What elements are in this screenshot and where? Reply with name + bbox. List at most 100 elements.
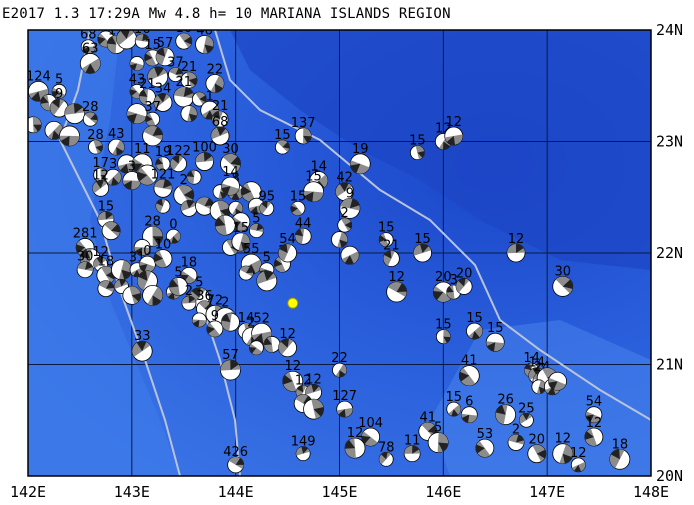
x-tick-label: 142E xyxy=(10,483,46,501)
y-tick-label: 23N xyxy=(656,133,683,151)
focal-mechanism xyxy=(507,434,525,451)
event-depth-label: 10 xyxy=(155,238,172,253)
event-depth-label: 28 xyxy=(144,214,161,229)
focal-mechanism xyxy=(409,145,425,161)
focal-mechanism xyxy=(231,232,251,252)
focal-mechanism xyxy=(139,255,156,273)
event-depth-label: 55 xyxy=(243,242,260,257)
event-depth-label: 41 xyxy=(461,354,478,369)
focal-mechanism xyxy=(531,379,547,395)
event-depth-label: 15 xyxy=(378,221,395,236)
event-depth-label: 18 xyxy=(181,255,198,270)
focal-mechanism xyxy=(28,116,42,134)
x-tick-label: 143E xyxy=(114,483,150,501)
event-depth-label: 15 xyxy=(233,221,250,236)
focal-mechanism xyxy=(142,284,164,306)
event-depth-label: 14 xyxy=(523,351,540,366)
event-depth-label: 54 xyxy=(279,232,296,247)
epicenter-marker xyxy=(287,297,299,309)
event-depth-label: 41 xyxy=(419,410,436,425)
event-depth-label: 5 xyxy=(102,19,110,34)
event-depth-label: 28 xyxy=(82,100,99,115)
event-depth-label: 44 xyxy=(295,216,312,231)
event-depth-label: 5 xyxy=(55,72,63,87)
focal-mechanism xyxy=(111,259,132,281)
focal-mechanism xyxy=(129,56,145,71)
event-depth-label: 122 xyxy=(166,144,191,159)
event-depth-label: 15 xyxy=(98,200,115,215)
event-depth-label: 12 xyxy=(295,373,312,388)
focal-mechanism xyxy=(427,432,449,453)
event-depth-label: 104 xyxy=(358,416,383,431)
focal-mechanism xyxy=(378,451,394,467)
event-depth-label: 52 xyxy=(253,311,270,326)
event-depth-label: 12 xyxy=(554,432,571,447)
event-depth-label: 63 xyxy=(82,41,99,56)
event-depth-label: 12 xyxy=(279,327,296,342)
event-depth-label: 12 xyxy=(285,359,302,374)
event-depth-label: 127 xyxy=(332,389,357,404)
event-depth-label: 11 xyxy=(404,434,421,449)
event-depth-label: 57 xyxy=(157,36,174,51)
focal-mechanism xyxy=(295,446,311,462)
focal-mechanism xyxy=(282,370,304,392)
focal-mechanism xyxy=(344,437,366,459)
event-depth-label: 15 xyxy=(290,189,307,204)
focal-mechanism xyxy=(585,406,603,424)
event-depth-label: 1 xyxy=(206,89,214,104)
event-depth-label: 22 xyxy=(331,351,348,366)
focal-mechanism xyxy=(122,285,142,305)
event-depth-label: 16 xyxy=(175,21,192,36)
focal-mechanism xyxy=(383,250,400,267)
focal-mechanism xyxy=(191,312,207,328)
event-depth-label: 0 xyxy=(143,244,151,259)
focal-mechanism xyxy=(458,365,480,387)
focal-mechanism xyxy=(168,67,183,82)
plate-boundary-east xyxy=(214,30,651,421)
event-depth-label: 2 xyxy=(180,173,188,188)
event-depth-label: 15 xyxy=(409,134,426,149)
focal-mechanism xyxy=(134,33,150,49)
focal-mechanism xyxy=(173,86,195,108)
event-depth-label: 57 xyxy=(222,348,239,363)
focal-mechanism xyxy=(170,155,187,173)
focal-mechanism xyxy=(446,401,462,417)
event-depth-label: 149 xyxy=(291,435,316,450)
focal-mechanism xyxy=(139,88,156,106)
event-depth-label: 25 xyxy=(518,401,535,416)
event-depth-label: 5 xyxy=(252,212,260,227)
focal-mechanism xyxy=(88,139,103,155)
focal-mechanism xyxy=(278,243,297,263)
focal-mechanism xyxy=(153,178,173,198)
y-tick-label: 22N xyxy=(656,244,683,262)
focal-mechanism xyxy=(249,340,264,356)
event-depth-label: 281 xyxy=(73,226,98,241)
focal-mechanism xyxy=(180,71,198,89)
event-depth-label: 12 xyxy=(92,245,109,260)
focal-mechanism xyxy=(44,120,64,140)
focal-mechanism xyxy=(519,412,534,428)
event-depth-label: 30 xyxy=(554,264,571,279)
event-depth-label: 17 xyxy=(92,156,109,171)
event-depth-label: 12 xyxy=(508,232,525,247)
focal-mechanism xyxy=(169,277,188,296)
event-depth-label: 121 xyxy=(151,167,176,182)
event-depth-label: 95 xyxy=(259,189,276,204)
focal-mechanism xyxy=(221,176,240,196)
event-depth-label: 21 xyxy=(175,75,192,90)
event-depth-label: 15 xyxy=(466,311,483,326)
event-depth-label: 20 xyxy=(529,433,546,448)
focal-mechanism xyxy=(79,53,101,74)
focal-mechanism xyxy=(175,32,193,50)
focal-mechanism xyxy=(153,249,173,268)
focal-mechanism xyxy=(361,427,381,447)
event-depth-label: 3 xyxy=(450,273,458,288)
event-depth-label: 124 xyxy=(26,69,51,84)
focal-mechanism xyxy=(49,98,69,118)
event-depth-label: 78 xyxy=(378,440,395,455)
event-depth-label: 12 xyxy=(92,168,109,183)
event-depth-label: 28 xyxy=(87,128,104,143)
event-depth-label: 21 xyxy=(383,239,400,254)
focal-mechanism xyxy=(227,456,245,474)
event-depth-label: 15 xyxy=(445,390,462,405)
